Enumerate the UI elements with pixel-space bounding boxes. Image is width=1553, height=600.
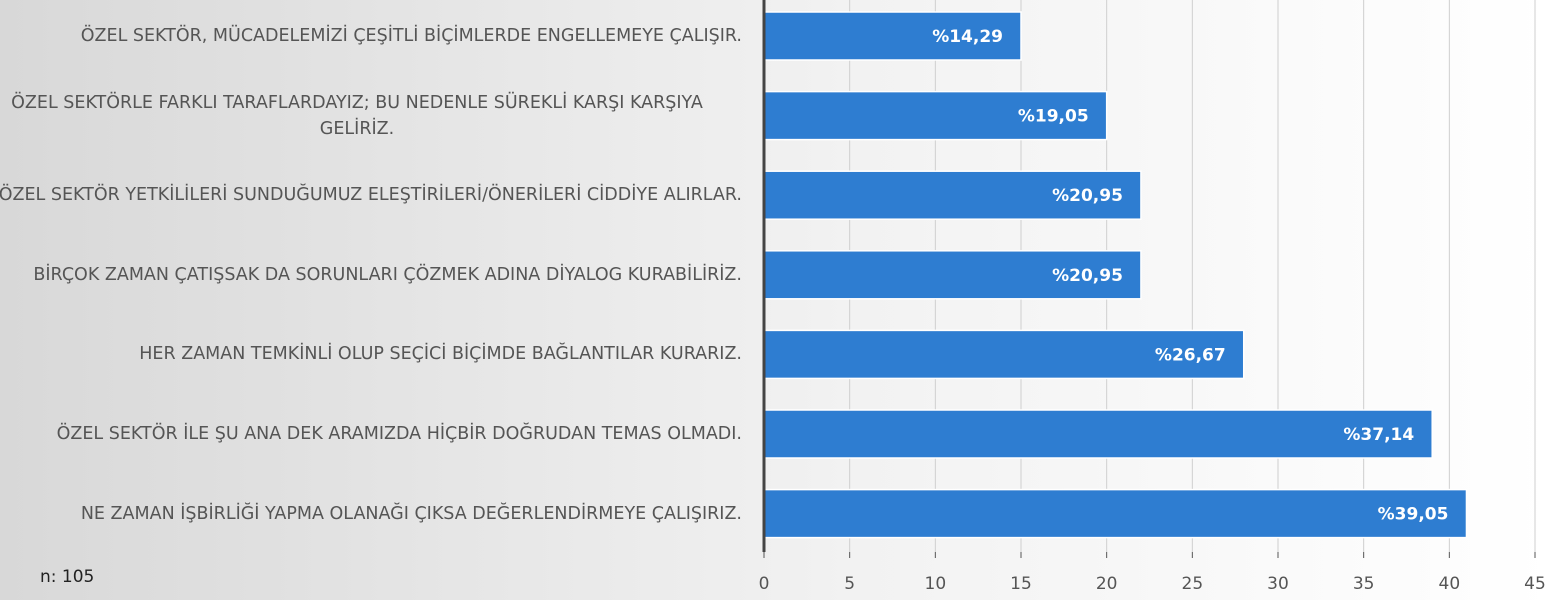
value-label: %26,67 [1155,345,1226,365]
sample-size: n: 105 [40,567,95,587]
category-label-box: ÖZEL SEKTÖRLE FARKLI TARAFLARDAYIZ; BU N… [0,81,742,151]
x-tick-label: 5 [844,574,855,594]
y-tick-label: ÖZEL SEKTÖRLE FARKLI TARAFLARDAYIZ; BU N… [11,92,703,139]
x-tick-label: 25 [1182,574,1204,594]
bar [763,170,1142,220]
x-tick-label: 45 [1524,574,1546,594]
category-label-box: BİRÇOK ZAMAN ÇATIŞSAK DA SORUNLARI ÇÖZME… [0,240,742,310]
bar [763,90,1108,141]
category-label-box: ÖZEL SEKTÖR İLE ŞU ANA DEK ARAMIZDA HİÇB… [0,399,742,469]
x-tick-label: 40 [1439,574,1461,594]
x-tick-label: 20 [1096,574,1118,594]
bar [763,11,1022,61]
category-label-box: HER ZAMAN TEMKİNLİ OLUP SEÇİCİ BİÇİMDE B… [0,319,742,389]
category-label-box: NE ZAMAN İŞBİRLİĞİ YAPMA OLANAĞI ÇIKSA D… [0,479,742,549]
y-tick-label: ÖZEL SEKTÖR İLE ŞU ANA DEK ARAMIZDA HİÇB… [56,424,742,444]
value-label: %19,05 [1018,107,1089,127]
x-tick-label: 15 [1010,574,1032,594]
y-tick-label: BİRÇOK ZAMAN ÇATIŞSAK DA SORUNLARI ÇÖZME… [33,264,742,285]
y-tick-label: NE ZAMAN İŞBİRLİĞİ YAPMA OLANAĞI ÇIKSA D… [80,503,742,524]
y-tick-label: ÖZEL SEKTÖR YETKİLİLERİ SUNDUĞUMUZ ELEŞT… [0,185,742,206]
value-label: %37,14 [1343,425,1414,445]
y-tick-label: ÖZEL SEKTÖR, MÜCADELEMİZİ ÇEŞİTLİ BİÇİML… [80,26,742,46]
x-tick-label: 0 [759,574,770,594]
category-label-box: ÖZEL SEKTÖR YETKİLİLERİ SUNDUĞUMUZ ELEŞT… [0,160,742,230]
x-tick-label: 10 [925,574,947,594]
y-tick-label: HER ZAMAN TEMKİNLİ OLUP SEÇİCİ BİÇİMDE B… [139,344,742,365]
value-label: %20,95 [1052,186,1123,206]
x-tick-label: 35 [1353,574,1375,594]
x-tick-label: 30 [1267,574,1289,594]
value-label: %20,95 [1052,266,1123,286]
bar [763,250,1142,300]
bar [763,488,1468,539]
category-label-box: ÖZEL SEKTÖR, MÜCADELEMİZİ ÇEŞİTLİ BİÇİML… [0,1,742,71]
value-label: %14,29 [932,27,1003,47]
value-label: %39,05 [1378,505,1449,525]
bar [763,409,1433,459]
bar [763,329,1245,380]
